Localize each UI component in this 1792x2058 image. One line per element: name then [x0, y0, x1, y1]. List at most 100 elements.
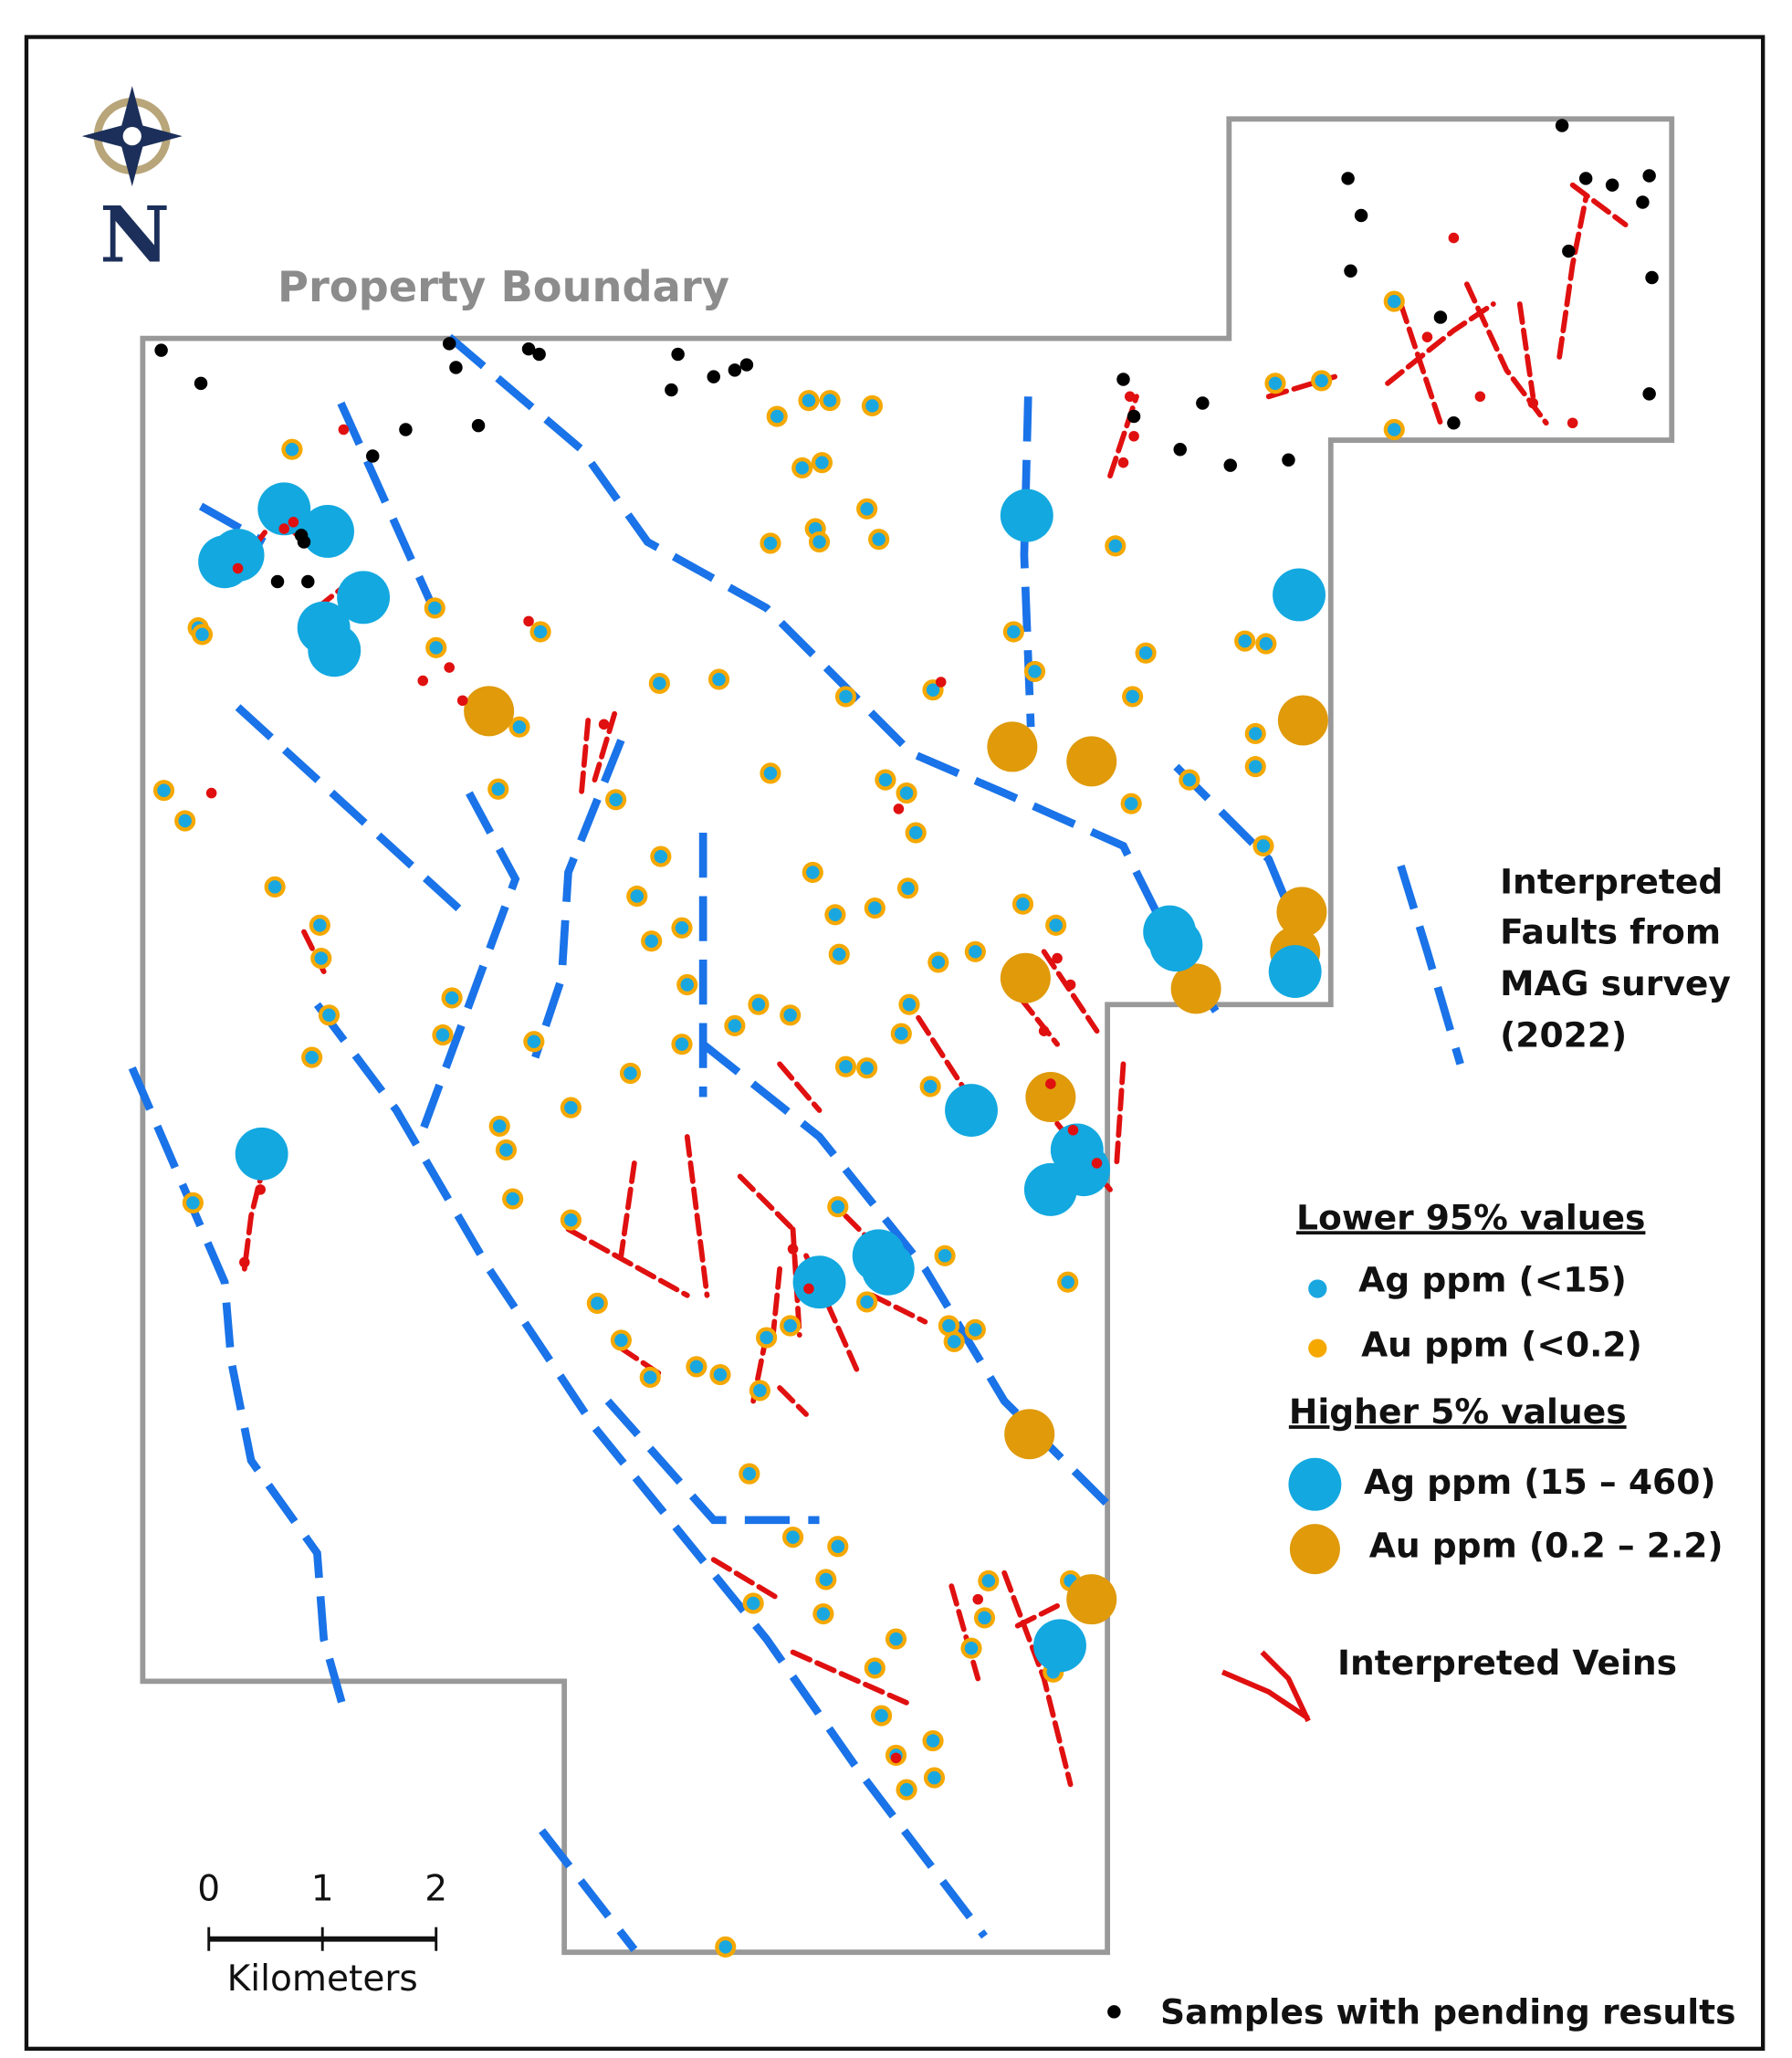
vein-point	[205, 787, 217, 799]
vein	[948, 1583, 981, 1682]
sample-ag	[445, 991, 459, 1005]
sample-pending	[1341, 172, 1355, 185]
sample-pending	[1282, 453, 1295, 467]
sample-ag-high	[1023, 1162, 1077, 1216]
sample-ag	[901, 881, 915, 896]
sample-ag-high	[198, 535, 252, 589]
sample-pending	[442, 337, 456, 351]
sample-ag	[1388, 294, 1401, 309]
sample-ag	[839, 689, 853, 704]
fault	[128, 1066, 351, 1720]
sample-ag	[927, 1770, 941, 1785]
sample-pending	[521, 341, 536, 356]
sample-ag	[157, 783, 171, 797]
vein	[1041, 949, 1100, 1034]
vein-point	[1052, 952, 1063, 964]
sample-ag	[923, 1079, 938, 1094]
fault	[539, 1828, 638, 1952]
sample-pending	[707, 370, 720, 383]
vein	[790, 1649, 915, 1708]
samples	[152, 119, 1659, 1958]
legend-heading: Higher 5% values	[1289, 1391, 1627, 1432]
vein	[777, 1061, 823, 1113]
sample-ag	[527, 1034, 541, 1048]
scale-label: 1	[311, 1869, 334, 1910]
vein	[579, 718, 592, 796]
vein-point	[1567, 417, 1578, 429]
sample-ag	[763, 766, 778, 781]
vein-point	[1117, 457, 1129, 468]
sample-pending	[665, 383, 678, 397]
sample-ag	[895, 1026, 908, 1041]
legend-au-small	[1308, 1339, 1327, 1358]
vein-point	[255, 1184, 266, 1195]
sample-ag	[614, 1333, 628, 1348]
vein	[770, 1265, 783, 1339]
fault	[604, 1398, 820, 1525]
vein-point	[972, 1593, 984, 1605]
sample-ag	[644, 934, 658, 948]
vein-point	[1421, 331, 1433, 342]
sample-pending	[154, 343, 168, 357]
sample-ag	[675, 921, 689, 935]
sample-ag-high	[945, 1084, 998, 1137]
vein-point	[1474, 391, 1486, 403]
sample-ag	[728, 1019, 742, 1033]
sample-ag	[931, 955, 946, 970]
vein-point	[893, 803, 905, 814]
legend-faults-line: (2022)	[1500, 1015, 1627, 1055]
sample-ag	[1238, 634, 1252, 648]
sample-ag	[908, 825, 923, 840]
sample-ag	[902, 997, 917, 1012]
fault	[419, 791, 520, 1132]
vein	[1569, 182, 1629, 228]
sample-ag	[1249, 727, 1263, 740]
sample-pending	[1562, 244, 1576, 258]
sample-ag-high	[792, 1255, 846, 1309]
sample-ag	[770, 409, 784, 424]
vein-point	[444, 662, 455, 673]
legend-faults-line: Faults from	[1500, 912, 1721, 952]
sample-ag	[926, 1734, 940, 1748]
sample-ag	[644, 1370, 657, 1384]
sample-ag	[1028, 665, 1042, 678]
vein	[1556, 195, 1589, 360]
sample-ag	[1249, 760, 1263, 773]
legend-heading: Lower 95% values	[1296, 1197, 1645, 1237]
sample-ag	[878, 772, 893, 787]
vein-point	[1067, 1124, 1079, 1136]
sample-pending	[671, 347, 685, 362]
sample-ag	[969, 945, 982, 959]
sample-au-high	[1004, 1409, 1055, 1460]
sample-pending	[399, 423, 413, 436]
sample-pending	[1196, 396, 1210, 410]
fault	[313, 1002, 988, 1939]
vein	[241, 1160, 267, 1272]
sample-ag	[860, 1061, 874, 1075]
sample-ag	[1315, 373, 1328, 388]
sample-ag	[653, 677, 666, 690]
sample-ag	[786, 1530, 800, 1544]
vein-point	[1045, 1078, 1056, 1089]
vein-point	[1448, 232, 1460, 244]
vein-point	[1091, 1158, 1103, 1169]
sample-ag	[831, 1539, 845, 1553]
sample-pending	[1433, 310, 1448, 324]
vein-point	[598, 719, 610, 730]
sample-ag	[689, 1360, 704, 1374]
sample-ag	[947, 1335, 961, 1349]
fault	[1173, 763, 1305, 940]
sample-ag	[828, 908, 843, 922]
vein	[1114, 1061, 1127, 1166]
sample-ag	[564, 1100, 578, 1115]
sample-pending	[1344, 264, 1357, 278]
sample-ag	[981, 1574, 996, 1588]
sample-ag	[868, 1661, 882, 1675]
sample-au-high	[464, 686, 515, 737]
legend-ag-small	[1308, 1279, 1327, 1298]
sample-pending	[739, 358, 754, 372]
sample-ag-high	[301, 505, 354, 558]
fault	[446, 333, 1220, 1013]
sample-ag	[802, 394, 816, 407]
